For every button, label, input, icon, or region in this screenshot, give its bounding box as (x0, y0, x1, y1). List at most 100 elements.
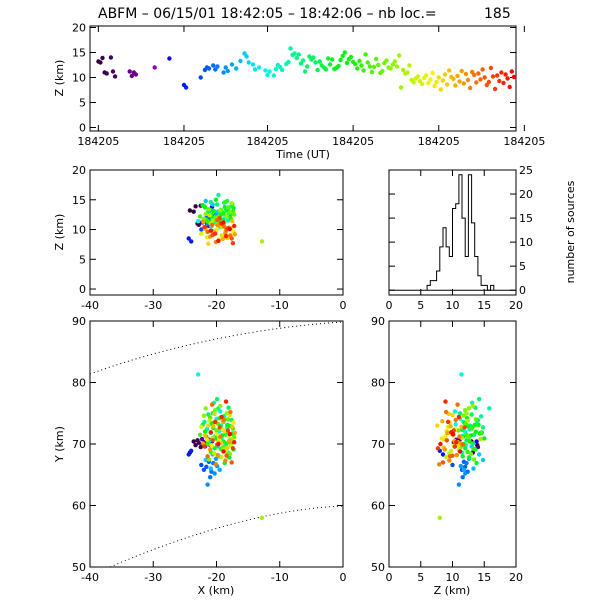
source-point (100, 55, 105, 61)
source-point (302, 69, 308, 74)
source-point (432, 83, 437, 89)
source-point (453, 83, 458, 88)
y-tick-label: 60 (371, 500, 385, 513)
source-point (367, 64, 372, 69)
source-point (388, 66, 393, 71)
height-histogram-panel: 0 5 10 15 20 0 5 10 15 20 25 number of sources (386, 164, 578, 312)
y-axis-label: number of sources (564, 180, 577, 283)
source-point (459, 372, 464, 377)
source-point (217, 467, 222, 472)
source-point (479, 430, 484, 435)
source-point (232, 440, 237, 445)
source-point (244, 54, 249, 59)
source-point (449, 448, 454, 453)
source-point (214, 432, 219, 437)
source-point (340, 53, 345, 59)
y-tick-label: 0 (79, 122, 86, 135)
source-point (394, 64, 400, 69)
source-point (450, 412, 455, 418)
source-point (288, 46, 293, 51)
source-point (428, 77, 433, 82)
source-point (221, 211, 226, 216)
source-point (207, 418, 212, 423)
source-point (448, 424, 453, 429)
source-point (439, 436, 444, 441)
source-point (325, 56, 331, 61)
histogram-steps (426, 174, 495, 291)
source-point (488, 65, 494, 71)
source-point (467, 85, 473, 91)
source-point (202, 444, 207, 449)
range-ring-arc (89, 321, 344, 375)
source-point (210, 438, 215, 443)
source-point (466, 455, 472, 460)
source-point (127, 69, 132, 74)
source-point (227, 438, 232, 444)
source-point (452, 409, 458, 414)
source-point (342, 50, 347, 55)
source-point (223, 199, 228, 205)
source-point (434, 79, 439, 85)
source-point (476, 422, 481, 428)
x-tick-label: 15 (477, 299, 491, 312)
source-point (436, 75, 441, 80)
source-point (207, 213, 212, 218)
source-point (327, 62, 333, 67)
source-point (209, 222, 215, 227)
source-point (300, 58, 306, 63)
source-point (415, 74, 421, 79)
source-point (204, 437, 210, 442)
source-point (227, 226, 232, 232)
source-point (209, 443, 214, 448)
source-point (469, 412, 474, 417)
source-point (442, 72, 448, 77)
source-point (511, 74, 517, 80)
source-point (505, 76, 510, 81)
source-point (267, 69, 272, 74)
source-point (265, 72, 270, 78)
source-point (463, 71, 469, 77)
source-point (208, 430, 213, 435)
source-point (197, 214, 203, 219)
source-point (457, 79, 462, 84)
source-point (216, 238, 221, 243)
source-point (206, 207, 212, 212)
source-point (461, 467, 467, 472)
source-point (232, 212, 237, 217)
source-point (440, 78, 446, 83)
source-point (357, 58, 362, 64)
source-point (224, 453, 229, 458)
x-tick-label: -30 (144, 571, 162, 584)
x-tick-label: -10 (271, 571, 289, 584)
source-point (213, 462, 219, 467)
source-point (209, 402, 215, 407)
y-tick-label: 80 (371, 377, 385, 390)
source-point (384, 58, 389, 63)
source-point (305, 64, 310, 69)
source-point (225, 422, 230, 428)
source-point (108, 55, 114, 60)
source-point (206, 66, 212, 71)
source-point (471, 446, 476, 452)
x-tick-label: 184205 (247, 135, 289, 148)
y-tick-label: 10 (519, 236, 533, 249)
source-point (227, 210, 232, 215)
source-point (471, 466, 476, 471)
source-point (259, 239, 265, 244)
source-point (256, 65, 262, 70)
source-point (457, 434, 462, 439)
source-point (193, 204, 198, 209)
source-point (477, 396, 482, 402)
source-point (451, 76, 456, 82)
source-point (228, 409, 233, 415)
source-point (464, 411, 469, 416)
source-point (230, 241, 236, 246)
source-point (398, 85, 404, 90)
y-axis-label: Z (km) (53, 214, 66, 251)
source-point (464, 460, 469, 466)
source-point (203, 211, 208, 217)
source-point (499, 70, 504, 75)
source-point (438, 441, 443, 447)
source-point (203, 198, 208, 204)
y-tick-label: 20 (72, 22, 86, 35)
